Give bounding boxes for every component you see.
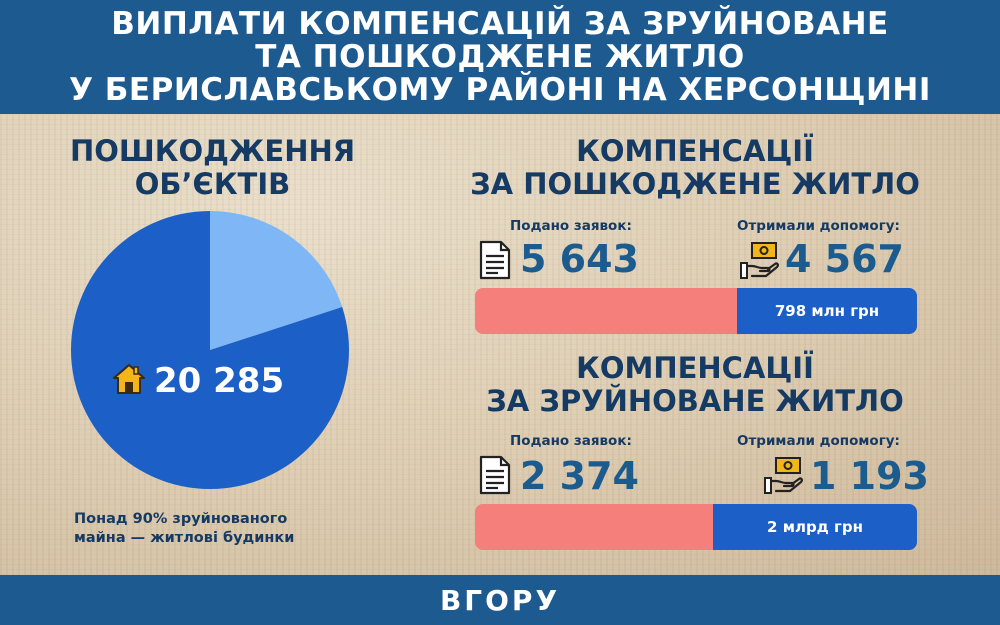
pie-slice-minor (210, 211, 343, 350)
damaged-bar-right: 798 млн грн (737, 288, 917, 334)
page-footer: ВГОРУ (0, 575, 1000, 625)
damaged-received-label: Отримали допомогу: (737, 218, 900, 234)
destroyed-applied-label: Подано заявок: (510, 433, 632, 449)
house-icon (112, 362, 146, 400)
header-title-line-2: ТА ПОШКОДЖЕНЕ ЖИТЛО (255, 38, 745, 75)
destroyed-bar-right: 2 млрд грн (713, 504, 917, 550)
header-title-line-3: У БЕРИСЛАВСЬКОМУ РАЙОНІ НА ХЕРСОНЩИНІ (69, 71, 931, 108)
damaged-title-line-2: ЗА ПОШКОДЖЕНЕ ЖИТЛО (470, 167, 920, 201)
header-title-line-1: ВИПЛАТИ КОМПЕНСАЦІЙ ЗА ЗРУЙНОВАНЕ (111, 5, 889, 42)
damaged-title-line-1: КОМПЕНСАЦІЇ (576, 134, 814, 168)
damaged-bar-left (475, 288, 737, 334)
damaged-applied-value: 5 643 (520, 237, 639, 281)
money-hand-icon (740, 240, 780, 284)
destroyed-amount-bar: 2 млрд грн (475, 504, 917, 550)
destroyed-received-value: 1 193 (810, 454, 929, 498)
document-icon (478, 240, 512, 284)
destroyed-applied-value: 2 374 (520, 454, 639, 498)
damaged-title: КОМПЕНСАЦІЇ ЗА ПОШКОДЖЕНЕ ЖИТЛО (470, 135, 920, 201)
page-header: ВИПЛАТИ КОМПЕНСАЦІЙ ЗА ЗРУЙНОВАНЕ ТА ПОШ… (0, 0, 1000, 114)
pie-svg (71, 211, 349, 489)
pie-slice-major (71, 211, 349, 489)
damage-title: ПОШКОДЖЕННЯ ОБ’ЄКТІВ (70, 135, 355, 201)
money-hand-icon (764, 455, 804, 499)
damage-title-line-2: ОБ’ЄКТІВ (134, 167, 291, 201)
destroyed-title-line-1: КОМПЕНСАЦІЇ (576, 351, 814, 385)
damaged-received-value: 4 567 (785, 237, 904, 281)
destroyed-bar-left (475, 504, 713, 550)
destroyed-received-label: Отримали допомогу: (737, 433, 900, 449)
destroyed-title-line-2: ЗА ЗРУЙНОВАНЕ ЖИТЛО (486, 384, 904, 418)
damage-pie-chart (70, 210, 350, 490)
damage-title-line-1: ПОШКОДЖЕННЯ (70, 134, 356, 168)
damage-note: Понад 90% зруйнованого майна — житлові б… (74, 510, 364, 548)
destroyed-title: КОМПЕНСАЦІЇ ЗА ЗРУЙНОВАНЕ ЖИТЛО (470, 352, 920, 418)
pie-total-value: 20 285 (154, 361, 285, 401)
damage-note-line-1: Понад 90% зруйнованого (74, 511, 288, 527)
damaged-amount-bar: 798 млн грн (475, 288, 917, 334)
damaged-applied-label: Подано заявок: (510, 218, 632, 234)
pie-total: 20 285 (112, 361, 285, 401)
document-icon (478, 455, 512, 499)
vgoru-logo: ВГОРУ (439, 583, 561, 617)
damage-note-line-2: майна — житлові будинки (74, 530, 295, 546)
